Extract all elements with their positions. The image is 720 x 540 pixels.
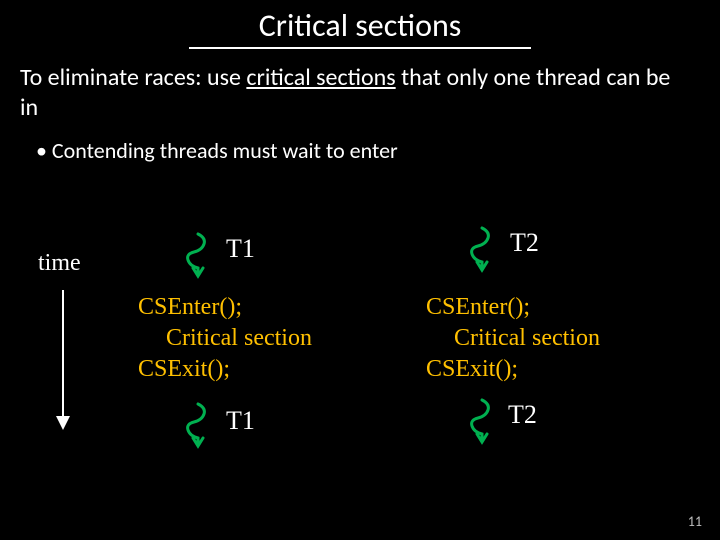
code-exit: CSExit(); xyxy=(426,354,600,385)
diagram: time T1 T2 CSEnter(); Critical section C… xyxy=(0,210,720,510)
code-enter: CSEnter(); xyxy=(426,292,600,323)
bullet-1: • Contending threads must wait to enter xyxy=(0,123,720,164)
code-enter: CSEnter(); xyxy=(138,292,312,323)
squiggle-icon xyxy=(462,226,502,276)
squiggle-icon xyxy=(178,232,218,282)
code-block-t2: CSEnter(); Critical section CSExit(); xyxy=(426,292,600,386)
t2-label-bottom: T2 xyxy=(508,400,537,430)
code-block-t1: CSEnter(); Critical section CSExit(); xyxy=(138,292,312,386)
time-label: time xyxy=(38,250,81,277)
time-arrow-head-icon xyxy=(56,416,70,430)
body-pre: To eliminate races: use xyxy=(20,63,246,92)
t2-label-top: T2 xyxy=(510,228,539,258)
squiggle-icon xyxy=(462,398,502,448)
squiggle-icon xyxy=(178,402,218,452)
body-text: To eliminate races: use critical section… xyxy=(0,49,720,123)
t1-label-top: T1 xyxy=(226,234,255,264)
code-critical: Critical section xyxy=(138,323,312,354)
code-critical: Critical section xyxy=(426,323,600,354)
page-number: 11 xyxy=(688,513,702,530)
time-arrow-line xyxy=(62,290,64,420)
slide-title: Critical sections xyxy=(189,6,532,49)
t1-label-bottom: T1 xyxy=(226,406,255,436)
title-container: Critical sections xyxy=(0,0,720,49)
code-exit: CSExit(); xyxy=(138,354,312,385)
body-underline: critical sections xyxy=(246,63,395,92)
